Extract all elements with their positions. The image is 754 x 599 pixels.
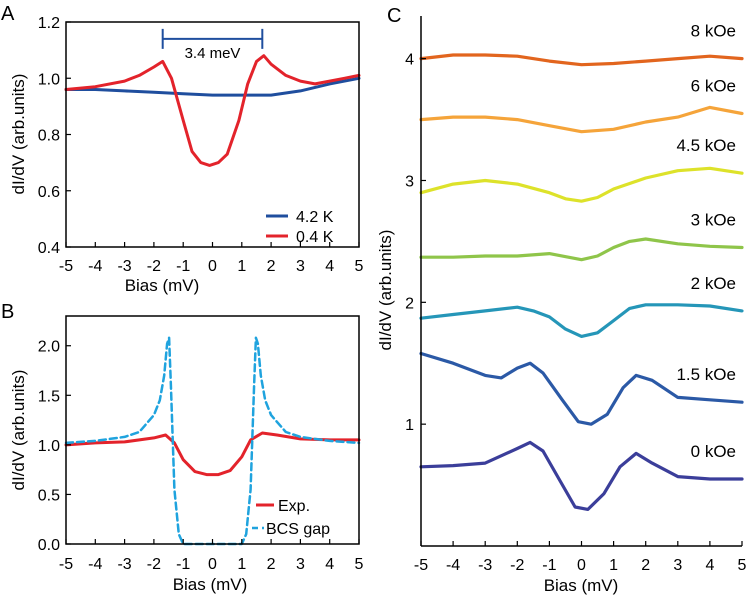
- annotation-label: 3.4 meV: [185, 45, 241, 62]
- x-tick-label: -4: [446, 557, 460, 574]
- series-line-6-koe: [419, 105, 744, 134]
- panel-b-chart: -5 -4 -3 -2 -1 0 1 2 3 4 5 0.0 0.5 1.0 1.5 2.0 Exp. BCS…: [9, 315, 364, 594]
- x-tick-label: 4: [325, 556, 334, 573]
- legend-label-bcs: BCS gap: [266, 521, 330, 538]
- panel-label-c: C: [387, 5, 401, 27]
- legend-label-exp: Exp.: [278, 498, 310, 515]
- x-tick-label: 4: [325, 258, 334, 275]
- series-line-8-koe: [419, 53, 744, 67]
- series-label-6-koe: 6 kOe: [691, 76, 736, 95]
- x-tick-label: 4: [705, 557, 714, 574]
- y-tick-label: 0.6: [38, 184, 60, 201]
- x-tick-label: -3: [478, 557, 492, 574]
- x-tick-label: 0: [208, 258, 217, 275]
- x-axis-title-c: Bias (mV): [544, 576, 619, 595]
- x-tick-label: 0: [208, 556, 217, 573]
- legend-label-4.2k: 4.2 K: [296, 209, 334, 226]
- series-line-2-koe: [419, 303, 744, 338]
- x-tick-label: -5: [414, 557, 428, 574]
- series-label-1.5-koe: 1.5 kOe: [676, 365, 736, 384]
- y-tick-label: 0.8: [38, 128, 60, 145]
- x-tick-label: -1: [176, 258, 190, 275]
- x-tick-label: 1: [237, 258, 246, 275]
- panel-label-a: A: [1, 3, 15, 25]
- x-tick-label: 3: [296, 556, 305, 573]
- y-tick-label: 1.5: [38, 388, 60, 405]
- panel-label-b: B: [1, 301, 14, 323]
- y-axis-title-c: dI/dV (arb.units): [376, 230, 395, 351]
- series-line-4.2-k: [64, 76, 361, 97]
- y-tick-label: 1.2: [38, 15, 60, 32]
- series-line-4.5-koe: [419, 166, 744, 203]
- series-label-0-koe: 0 kOe: [691, 442, 736, 461]
- y-tick-label: 1: [405, 417, 414, 434]
- x-tick-label: 3: [296, 258, 305, 275]
- legend-label-0.4k: 0.4 K: [296, 229, 334, 246]
- x-tick-label: 3: [673, 557, 682, 574]
- x-tick-label: 1: [609, 557, 618, 574]
- y-tick-label: 0.4: [38, 240, 60, 257]
- series-line-3-koe: [419, 237, 744, 262]
- x-tick-label: -3: [117, 258, 131, 275]
- x-tick-label: -2: [510, 557, 524, 574]
- y-tick-label: 4: [405, 52, 414, 69]
- series-label-3-koe: 3 kOe: [691, 210, 736, 229]
- y-tick-label: 2: [405, 295, 414, 312]
- x-tick-label: -2: [147, 258, 161, 275]
- x-tick-label: 2: [267, 258, 276, 275]
- x-tick-label: 2: [267, 556, 276, 573]
- x-tick-label: -5: [59, 556, 73, 573]
- y-tick-label: 0.0: [38, 537, 60, 554]
- y-tick-label: 1.0: [38, 71, 60, 88]
- series-line-0.4-k: [64, 54, 361, 167]
- x-axis-title-a: Bias (mV): [125, 276, 200, 295]
- x-tick-label: 2: [641, 557, 650, 574]
- x-tick-label: -3: [117, 556, 131, 573]
- x-axis-title-b: Bias (mV): [173, 575, 248, 594]
- y-tick-label: 0.5: [38, 487, 60, 504]
- x-tick-label: -1: [176, 556, 190, 573]
- panel-c-chart: -5 -4 -3 -2 -1 0 1 2 3 4 5 1 2 3 4 0 kOe 1.5 kOe 2 kOe 3 …: [376, 16, 747, 595]
- y-tick-label: 2.0: [38, 339, 60, 356]
- y-tick-label: 3: [405, 173, 414, 190]
- series-label-4.5-koe: 4.5 kOe: [676, 136, 736, 155]
- panel-a-chart: -5 -4 -3 -2 -1 0 1 2 3 4 50.40.60.81.01.2 3.4 meV …: [9, 15, 364, 295]
- x-tick-label: -4: [88, 556, 102, 573]
- series-label-2-koe: 2 kOe: [691, 274, 736, 293]
- x-tick-label: -5: [59, 258, 73, 275]
- x-tick-label: 1: [237, 556, 246, 573]
- series-label-8-koe: 8 kOe: [691, 22, 736, 41]
- series-line-1.5-koe: [419, 351, 744, 426]
- series-line-exp.: [64, 431, 361, 477]
- x-tick-label: -2: [147, 556, 161, 573]
- x-tick-label: 5: [355, 258, 364, 275]
- x-tick-label: -4: [88, 258, 102, 275]
- legend-b: Exp. BCS gap: [252, 498, 330, 538]
- y-axis-title-b: dI/dV (arb.units): [9, 370, 28, 491]
- annotation-3.4-mev: 3.4 meV: [161, 28, 264, 62]
- panel-b-frame: [65, 315, 360, 545]
- x-tick-label: -1: [542, 557, 556, 574]
- y-axis-title-a: dI/dV (arb.units): [9, 74, 28, 195]
- x-tick-label: 0: [577, 557, 586, 574]
- series-line-0-koe: [419, 440, 744, 511]
- legend-a: 4.2 K 0.4 K: [266, 209, 334, 246]
- y-tick-label: 1.0: [38, 438, 60, 455]
- x-tick-label: 5: [355, 556, 364, 573]
- x-tick-label: 5: [738, 557, 747, 574]
